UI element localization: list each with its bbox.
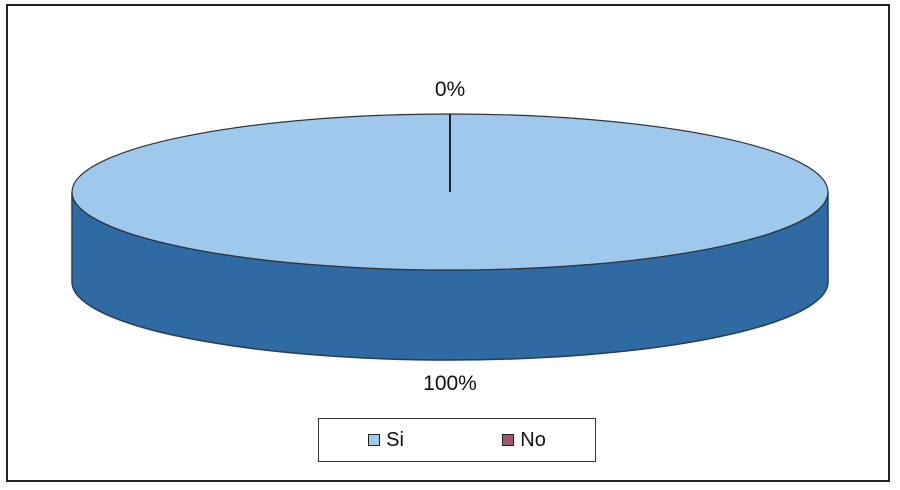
legend-label-si: Si — [386, 428, 404, 451]
legend-label-no: No — [520, 428, 546, 451]
legend-entry-si: Si — [368, 429, 404, 452]
data-label-no: 0% — [435, 78, 465, 101]
legend-swatch-no — [502, 434, 515, 446]
legend-entry-no: No — [502, 429, 546, 452]
data-label-si: 100% — [423, 372, 477, 395]
legend: Si No — [318, 418, 596, 462]
legend-swatch-si — [368, 434, 381, 446]
